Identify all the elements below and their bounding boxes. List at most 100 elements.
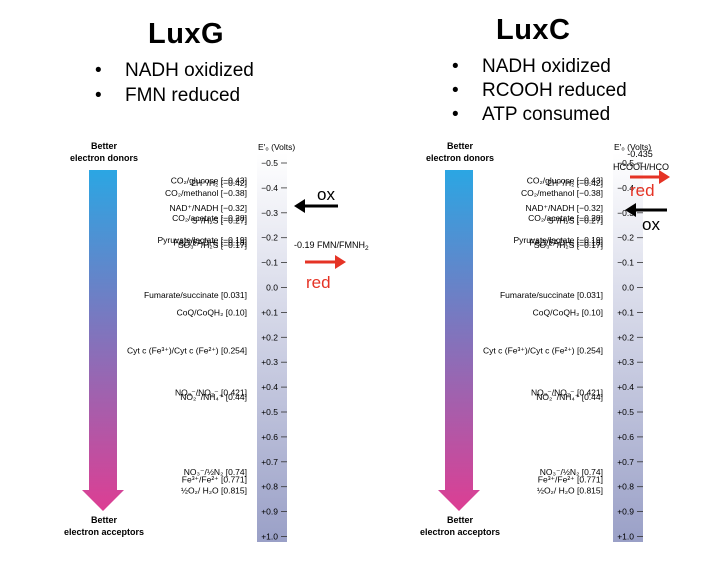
luxg-bullet-1-text: NADH oxidized: [125, 60, 254, 81]
redox-couple-label: CO₂/methanol [−0.38]: [165, 188, 247, 198]
redox-couple-label: CO₂/acetate [−0.28]: [528, 213, 603, 223]
luxc-redox-tower: Better electron donors Better electron acce…: [420, 141, 651, 542]
scale-tick-label: −0.2: [261, 233, 278, 243]
redox-couple-label: Pyruvate/lactate [−0.19]: [513, 235, 603, 245]
scale-tick-label: +0.1: [261, 307, 278, 317]
scale-header: E′₀ (Volts): [258, 142, 295, 152]
redox-couple-label: Cyt c (Fe³⁺)/Cyt c (Fe²⁺) [0.254]: [483, 346, 603, 356]
redox-couple-label: Pyruvate/lactate [−0.19]: [157, 235, 247, 245]
scale-tick-label: +0.2: [261, 332, 278, 342]
bottom-label-line-1: Better: [447, 515, 474, 525]
redox-couple-label: CoQ/CoQH₂ [0.10]: [177, 307, 247, 317]
scale-tick-label: +0.5: [261, 407, 278, 417]
redox-couple-label: S⁰/H₂S [−0.27]: [548, 215, 603, 225]
redox-couple-label: CO₂/acetate [−0.28]: [172, 213, 247, 223]
redox-couple-label: Fumarate/succinate [0.031]: [144, 290, 247, 300]
redox-couple-label: CoQ/CoQH₂ [0.10]: [533, 307, 603, 317]
scale-tick-label: −0.5: [261, 158, 278, 168]
scale-tick-label: +0.5: [617, 407, 634, 417]
redox-couple-label: S⁰/H₂S [−0.27]: [192, 215, 247, 225]
redox-couple-label: NO₃⁻/½N₂ [0.74]: [540, 467, 603, 477]
scale-tick-label: +0.9: [617, 507, 634, 517]
ox-arrow-head: [294, 199, 305, 213]
scale-tick-label: +1.0: [261, 532, 278, 542]
scale-tick-label: 0.0: [622, 283, 634, 293]
luxg-bullet-2-text: FMN reduced: [125, 85, 241, 106]
top-label-line-1: Better: [91, 141, 118, 151]
redox-couple-label: ½O₂/ H₂O [0.815]: [181, 485, 247, 495]
luxc-annotations: -0.435 HCOOH/HCO red ox: [613, 149, 670, 234]
bottom-label-line-2: electron acceptors: [420, 527, 500, 537]
redox-couple-label: Fe³⁺/Fe²⁺ [0.771]: [538, 474, 603, 484]
luxg-bullet-2: • FMN reduced: [95, 85, 241, 106]
bottom-label-line-2: electron acceptors: [64, 527, 144, 537]
scale-tick-label: −0.3: [617, 208, 634, 218]
scale-tick-label: −0.2: [617, 233, 634, 243]
redox-couple-label: SO₃²⁻/H₂S [−0.17]: [534, 240, 603, 250]
red-label: red: [306, 273, 331, 292]
scale-tick-label: +0.6: [617, 432, 634, 442]
redox-couple-label: NO₂⁻/NH₄⁺ [0.44]: [536, 392, 603, 402]
redox-couple-label: Fumarate/succinate [0.031]: [500, 290, 603, 300]
scale-tick-label: +0.4: [617, 382, 634, 392]
better-donor-to-acceptor-arrow: [82, 170, 124, 511]
redox-couple-label: 2H⁺/H₂ [−0.42]: [547, 178, 603, 188]
fmn-couple-subscript: 2: [365, 245, 369, 252]
bottom-label-line-1: Better: [91, 515, 118, 525]
hcooh-couple-label: HCOOH/HCO: [613, 162, 669, 172]
scale-tick-label: −0.4: [617, 183, 634, 193]
top-label-line-1: Better: [447, 141, 474, 151]
luxg-annotations: ox -0.19 FMN/FMNH2 red: [294, 185, 369, 292]
redox-couple-label: CO₂/methanol [−0.38]: [521, 188, 603, 198]
luxc-bullet-2: • RCOOH reduced: [452, 80, 627, 101]
luxg-title: LuxG: [148, 18, 225, 50]
redox-couple-label: CO₂/glucose [−0.43]: [527, 175, 603, 185]
scale-tick-label: −0.4: [261, 183, 278, 193]
top-label-line-2: electron donors: [70, 153, 138, 163]
redox-couple-label: SO₃²⁻/H₂S [−0.17]: [178, 240, 247, 250]
scale-tick-label: +0.7: [617, 457, 634, 467]
red-label: red: [630, 181, 655, 200]
potential-scale-bar: [613, 153, 643, 542]
hcooh-value-label: -0.435: [627, 149, 653, 159]
scale-tick-label: +0.3: [261, 357, 278, 367]
scale-tick-label: +0.4: [261, 382, 278, 392]
ox-arrow-head: [625, 203, 636, 217]
red-arrow-head: [335, 255, 346, 269]
redox-couple-label: NO₃⁻/NO₂⁻ [0.421]: [175, 387, 247, 397]
redox-couple-label: FAD/FADH₂ [−0.18]: [530, 238, 603, 248]
scale-tick-label: −0.5: [617, 158, 634, 168]
luxc-bullet-1-text: NADH oxidized: [482, 56, 611, 77]
better-donor-to-acceptor-arrow: [438, 170, 480, 511]
scale-tick-label: +0.9: [261, 507, 278, 517]
luxg-redox-tower: Better electron donors Better electron acce…: [64, 141, 295, 542]
redox-couple-label: Cyt c (Fe³⁺)/Cyt c (Fe²⁺) [0.254]: [127, 346, 247, 356]
ox-label: ox: [642, 215, 660, 234]
scale-tick-label: +0.2: [617, 332, 634, 342]
scale-tick-label: +0.8: [617, 482, 634, 492]
scale-tick-label: +0.1: [617, 307, 634, 317]
luxc-bullet-2-text: RCOOH reduced: [482, 80, 627, 101]
scale-tick-label: +0.6: [261, 432, 278, 442]
redox-couple-label: 2H⁺/H₂ [−0.42]: [191, 178, 247, 188]
scale-tick-label: +1.0: [617, 532, 634, 542]
luxc-bullet-1: • NADH oxidized: [452, 56, 611, 77]
fmn-couple-label: -0.19 FMN/FMNH2: [294, 240, 369, 252]
redox-couple-label: CO₂/glucose [−0.43]: [171, 175, 247, 185]
redox-couple-label: NAD⁺/NADH [−0.32]: [526, 203, 603, 213]
scale-tick-label: +0.8: [261, 482, 278, 492]
scale-tick-label: +0.3: [617, 357, 634, 367]
potential-scale-bar: [257, 153, 287, 542]
scale-tick-label: −0.3: [261, 208, 278, 218]
scale-tick-label: 0.0: [266, 283, 278, 293]
luxc-title: LuxC: [496, 14, 571, 46]
redox-couple-label: NO₃⁻/NO₂⁻ [0.421]: [531, 387, 603, 397]
luxc-bullet-3: • ATP consumed: [452, 104, 611, 125]
luxc-bullet-3-text: ATP consumed: [482, 104, 611, 125]
redox-couple-label: NO₂⁻/NH₄⁺ [0.44]: [180, 392, 247, 402]
redox-couple-label: ½O₂/ H₂O [0.815]: [537, 485, 603, 495]
red-arrow-head: [659, 170, 670, 184]
scale-header: E′₀ (Volts): [614, 142, 651, 152]
scale-tick-label: +0.7: [261, 457, 278, 467]
